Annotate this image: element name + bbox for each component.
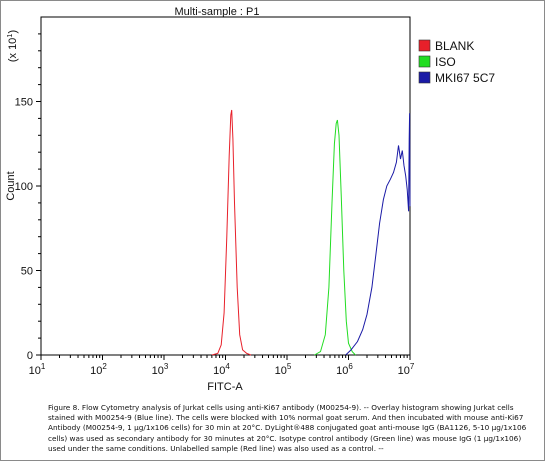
legend-label: ISO	[435, 55, 456, 69]
legend-label: MKI67 5C7	[435, 71, 495, 85]
y-multiplier-label: (x 101)	[5, 30, 19, 62]
axes-layer: 101 102 103 104 105 106 107 0 50 100 150	[15, 33, 415, 377]
y-axis-label: Count	[5, 171, 17, 200]
legend: BLANK ISO MKI67 5C7	[418, 39, 495, 85]
x-tick-label: 106	[336, 362, 353, 377]
y-tick-label: 150	[15, 97, 33, 109]
plot-frame	[40, 16, 411, 356]
x-tick-label: 104	[213, 362, 230, 377]
x-tick-label: 107	[398, 362, 415, 377]
series-line-1	[211, 109, 252, 356]
x-tick-label: 101	[29, 362, 46, 377]
legend-swatch	[418, 55, 431, 68]
figure-caption: Figure 8. Flow Cytometry analysis of Jur…	[48, 403, 527, 453]
chart-title: Multi-sample : P1	[175, 6, 260, 18]
x-tick-label: 102	[90, 362, 107, 377]
x-axis-label: FITC-A	[207, 381, 243, 393]
series-layer	[211, 109, 411, 356]
y-tick-label: 50	[21, 266, 33, 278]
legend-swatch	[418, 39, 431, 52]
y-tick-label: 100	[15, 181, 33, 193]
legend-swatch	[418, 71, 431, 84]
x-tick-label: 103	[152, 362, 169, 377]
series-line-2	[314, 119, 356, 356]
x-tick-label: 105	[275, 362, 292, 377]
series-line-3	[345, 113, 411, 356]
legend-label: BLANK	[435, 39, 474, 53]
y-tick-label: 0	[27, 350, 33, 362]
